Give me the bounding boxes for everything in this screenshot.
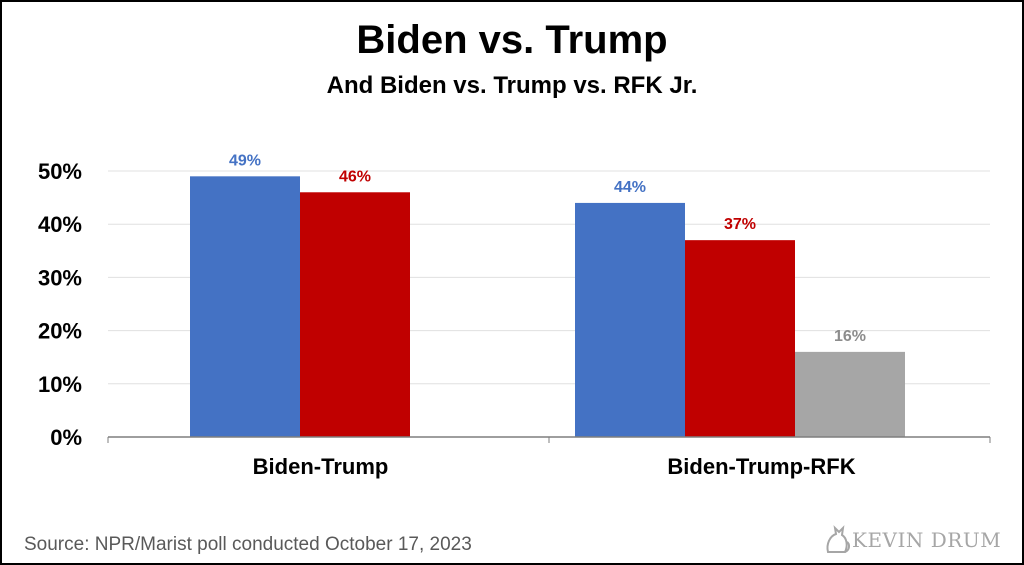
data-label: 46% bbox=[339, 168, 371, 185]
y-tick-label: 30% bbox=[38, 265, 82, 290]
y-tick-label: 50% bbox=[38, 159, 82, 184]
kevin-drum-logo: KEVIN DRUM bbox=[822, 518, 1002, 558]
source-note: Source: NPR/Marist poll conducted Octobe… bbox=[24, 534, 472, 555]
y-tick-label: 20% bbox=[38, 319, 82, 344]
y-tick-label: 0% bbox=[50, 425, 82, 450]
cat-silhouette-icon bbox=[826, 525, 851, 553]
y-tick-label: 10% bbox=[38, 372, 82, 397]
data-label: 16% bbox=[834, 328, 866, 345]
logo-text: KEVIN DRUM bbox=[852, 528, 1002, 552]
x-category-label: Biden-Trump bbox=[253, 454, 389, 479]
chart-subtitle: And Biden vs. Trump vs. RFK Jr. bbox=[326, 72, 698, 99]
bar bbox=[795, 351, 905, 437]
bar-chart: 49% 46% 44% 37% 16% 0% 10% 20% 30% 40% 50% Biden-T… bbox=[38, 152, 991, 479]
axes: 0% 10% 20% 30% 40% 50% Biden-Trump Biden-Trump-… bbox=[38, 159, 991, 479]
x-category-label: Biden-Trump-RFK bbox=[667, 454, 855, 479]
bar bbox=[575, 202, 685, 437]
y-tick-label: 40% bbox=[38, 212, 82, 237]
data-labels: 49% 46% 44% 37% 16% bbox=[229, 152, 866, 345]
data-label: 49% bbox=[229, 152, 261, 169]
chart-title: Biden vs. Trump bbox=[356, 18, 668, 62]
bars bbox=[190, 176, 905, 437]
bar bbox=[300, 192, 410, 437]
bar bbox=[190, 176, 300, 437]
bar bbox=[685, 240, 795, 437]
data-label: 37% bbox=[724, 216, 756, 233]
data-label: 44% bbox=[614, 179, 646, 196]
